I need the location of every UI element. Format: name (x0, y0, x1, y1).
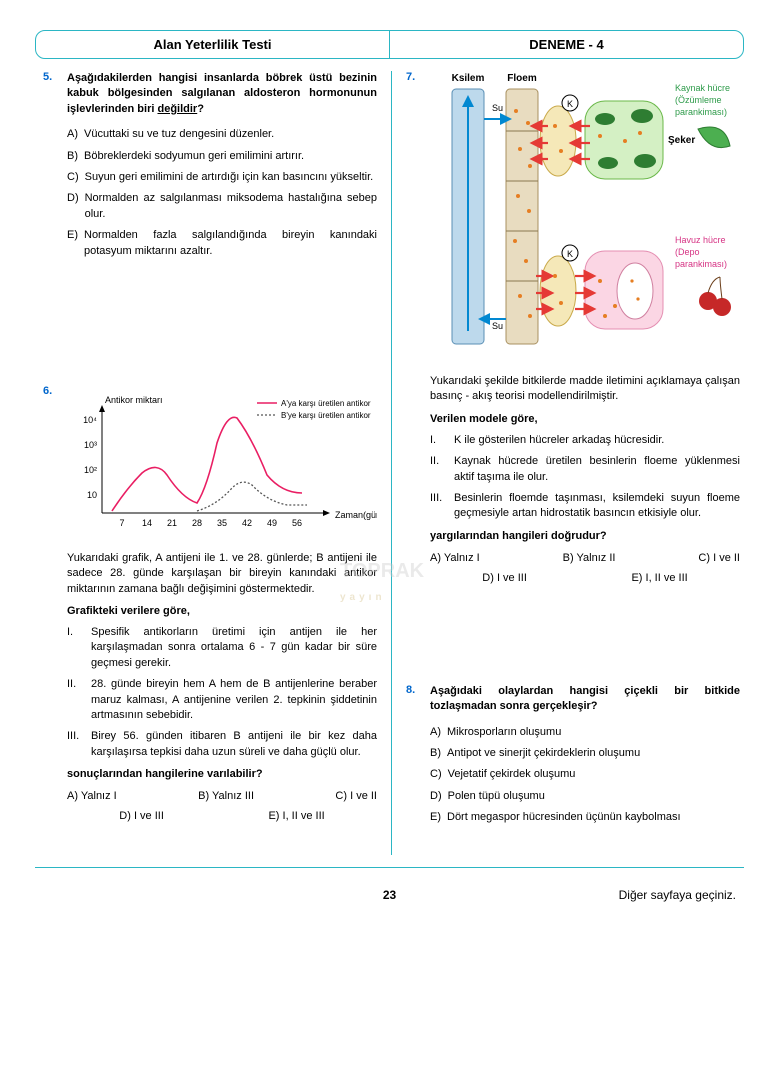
q6-intro: Yukarıdaki grafik, A antijeni ile 1. ve … (67, 551, 377, 597)
svg-text:K: K (567, 99, 573, 109)
question-7: 7. Ksilem Floem (406, 71, 740, 584)
svg-text:14: 14 (142, 518, 152, 528)
svg-text:Şeker: Şeker (668, 135, 695, 146)
q5-stem-under: değildir (157, 103, 197, 115)
header-left: Alan Yeterlilik Testi (36, 31, 390, 58)
right-column: 7. Ksilem Floem (392, 71, 748, 855)
q5-stem: Aşağıdakilerden hangisi insanlarda böbre… (67, 71, 377, 117)
question-6: 6. Antikor miktarı 10⁴ 10³ 10² 10 (43, 385, 377, 822)
q8-opt-d[interactable]: D)Polen tüpü oluşumu (430, 789, 740, 804)
q5-stem-after: ? (197, 103, 204, 115)
svg-text:56: 56 (292, 518, 302, 528)
q6-ans-d[interactable]: D) I ve III (119, 810, 164, 822)
q7-stmt-2: II.Kaynak hücrede üretilen besinlerin fl… (430, 454, 740, 485)
svg-text:K: K (567, 249, 573, 259)
q7-ans-e[interactable]: E) I, II ve III (631, 572, 687, 584)
page-footer: 23 Diğer sayfaya geçiniz. (35, 888, 744, 902)
svg-text:B'ye karşı üretilen antikor: B'ye karşı üretilen antikor (281, 411, 371, 420)
q8-opt-e[interactable]: E)Dört megaspor hücresinden üçünün kaybo… (430, 810, 740, 825)
q7-intro: Yukarıdaki şekilde bitkilerde madde ilet… (430, 374, 740, 405)
page-header: Alan Yeterlilik Testi DENEME - 4 (35, 30, 744, 59)
svg-text:42: 42 (242, 518, 252, 528)
q7-stmt-3: III.Besinlerin floemde taşınması, ksilem… (430, 491, 740, 522)
svg-text:Su: Su (492, 321, 503, 331)
q5-opt-e[interactable]: E)Normalden fazla salgılandığında bireyi… (67, 228, 377, 259)
q8-opt-a[interactable]: A)Mikrosporların oluşumu (430, 725, 740, 740)
svg-text:Zaman(gün): Zaman(gün) (335, 510, 377, 520)
svg-text:49: 49 (267, 518, 277, 528)
q5-opt-a[interactable]: A)Vücuttaki su ve tuz dengesini düzenler… (67, 127, 377, 142)
q5-number: 5. (43, 71, 59, 265)
q6-prompt: Grafikteki verilere göre, (67, 605, 377, 617)
svg-text:28: 28 (192, 518, 202, 528)
q7-number: 7. (406, 71, 422, 584)
svg-text:(Özümleme: (Özümleme (675, 95, 722, 105)
q6-chart: Antikor miktarı 10⁴ 10³ 10² 10 (67, 393, 377, 543)
q5-stem-before: Aşağıdakilerden hangisi insanlarda böbre… (67, 72, 377, 115)
q7-ans-d[interactable]: D) I ve III (482, 572, 527, 584)
next-page-text: Diğer sayfaya geçiniz. (505, 888, 736, 902)
q8-stem: Aşağıdaki olaylardan hangisi çiçekli bir… (430, 684, 740, 715)
q6-number: 6. (43, 385, 59, 822)
q6-ans-c[interactable]: C) I ve II (335, 790, 377, 802)
q7-ans-b[interactable]: B) Yalnız II (563, 552, 616, 564)
q7-conclusion: yargılarından hangileri doğrudur? (430, 530, 740, 542)
svg-text:10²: 10² (84, 465, 97, 475)
question-8: 8. Aşağıdaki olaylardan hangisi çiçekli … (406, 684, 740, 832)
q6-ans-e[interactable]: E) I, II ve III (268, 810, 324, 822)
q5-opt-c[interactable]: C)Suyun geri emilimini de artırdığı için… (67, 170, 377, 185)
q7-diagram: Ksilem Floem (430, 71, 740, 364)
svg-text:Ksilem: Ksilem (452, 73, 485, 84)
chart-ylabel: Antikor miktarı (105, 395, 163, 405)
svg-text:Havuz hücre: Havuz hücre (675, 235, 726, 245)
q7-ans-a[interactable]: A) Yalnız I (430, 552, 480, 564)
header-right: DENEME - 4 (390, 31, 743, 58)
svg-text:7: 7 (119, 518, 124, 528)
svg-text:Su: Su (492, 103, 503, 113)
q5-opt-d[interactable]: D)Normalden az salgılanması miksodema ha… (67, 191, 377, 222)
svg-text:A'ya karşı üretilen antikor: A'ya karşı üretilen antikor (281, 399, 371, 408)
left-column: 5. Aşağıdakilerden hangisi insanlarda bö… (35, 71, 392, 855)
svg-text:10³: 10³ (84, 440, 97, 450)
question-5: 5. Aşağıdakilerden hangisi insanlarda bö… (43, 71, 377, 265)
svg-text:35: 35 (217, 518, 227, 528)
svg-text:21: 21 (167, 518, 177, 528)
q7-ans-c[interactable]: C) I ve II (698, 552, 740, 564)
q8-opt-b[interactable]: B)Antipot ve sinerjit çekirdeklerin oluş… (430, 746, 740, 761)
q5-opt-b[interactable]: B)Böbreklerdeki sodyumun geri emilimini … (67, 149, 377, 164)
q6-conclusion: sonuçlarından hangilerine varılabilir? (67, 768, 377, 780)
svg-text:parankiması): parankiması) (675, 259, 727, 269)
svg-text:(Depo: (Depo (675, 247, 700, 257)
q6-stmt-2: II.28. günde bireyin hem A hem de B anti… (67, 677, 377, 723)
svg-text:10: 10 (87, 490, 97, 500)
q6-stmt-3: III.Birey 56. günden itibaren B antijeni… (67, 729, 377, 760)
q6-ans-a[interactable]: A) Yalnız I (67, 790, 117, 802)
q7-stmt-1: I.K ile gösterilen hücreler arkadaş hücr… (430, 433, 740, 448)
q7-prompt: Verilen modele göre, (430, 413, 740, 425)
q6-stmt-1: I.Spesifik antikorların üretimi için ant… (67, 625, 377, 671)
q8-opt-c[interactable]: C)Vejetatif çekirdek oluşumu (430, 767, 740, 782)
q8-number: 8. (406, 684, 422, 832)
page-number: 23 (274, 888, 505, 902)
q6-ans-b[interactable]: B) Yalnız III (198, 790, 254, 802)
svg-text:Floem: Floem (507, 73, 537, 84)
svg-text:Kaynak hücre: Kaynak hücre (675, 83, 730, 93)
svg-text:parankiması): parankiması) (675, 107, 727, 117)
svg-text:10⁴: 10⁴ (83, 415, 97, 425)
